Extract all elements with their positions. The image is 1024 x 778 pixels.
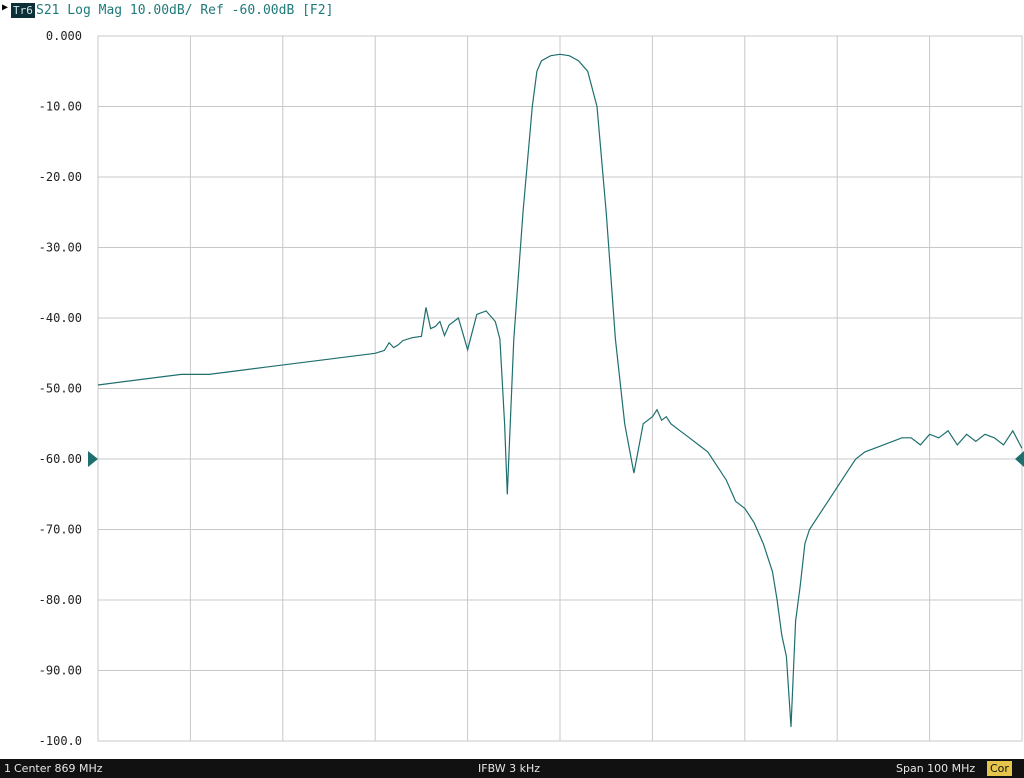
trace-header: ▶ Tr6 S21 Log Mag 10.00dB/ Ref -60.00dB …: [0, 0, 1024, 22]
y-tick-label: -90.00: [39, 664, 82, 678]
correction-badge: Cor: [987, 761, 1012, 776]
channel-number[interactable]: 1: [4, 762, 11, 775]
y-tick-label: -70.00: [39, 523, 82, 537]
y-tick-label: -80.00: [39, 593, 82, 607]
y-tick-label: -10.00: [39, 100, 82, 114]
s21-plot[interactable]: 0.000 -10.00 -20.00 -30.00 -40.00 -50.00 -60.0…: [0, 0, 1024, 759]
trace-id-badge[interactable]: Tr6: [11, 3, 35, 18]
grid: [97, 35, 1023, 742]
center-frequency[interactable]: Center 869 MHz: [14, 762, 103, 775]
y-tick-label: -20.00: [39, 170, 82, 184]
span-setting[interactable]: Span 100 MHz: [896, 762, 976, 775]
y-axis-labels: 0.000 -10.00 -20.00 -30.00 -40.00 -50.00 -60.0…: [39, 29, 82, 748]
y-tick-label: -50.00: [39, 382, 82, 396]
y-tick-label: -60.00: [39, 452, 82, 466]
trace-active-arrow-icon: ▶: [2, 2, 9, 13]
y-tick-label: -100.0: [39, 734, 82, 748]
s21-trace-line: [97, 53, 1023, 727]
ref-level-right-marker-icon[interactable]: [1015, 451, 1024, 467]
ref-level-left-marker-icon[interactable]: [88, 451, 98, 467]
y-tick-label: 0.000: [46, 29, 82, 43]
y-tick-label: -30.00: [39, 241, 82, 255]
status-bar: 1 Center 869 MHz IFBW 3 kHz Span 100 MHz…: [0, 759, 1024, 778]
y-tick-label: -40.00: [39, 311, 82, 325]
trace-title: S21 Log Mag 10.00dB/ Ref -60.00dB [F2]: [36, 3, 334, 18]
ifbw-setting[interactable]: IFBW 3 kHz: [478, 762, 541, 775]
